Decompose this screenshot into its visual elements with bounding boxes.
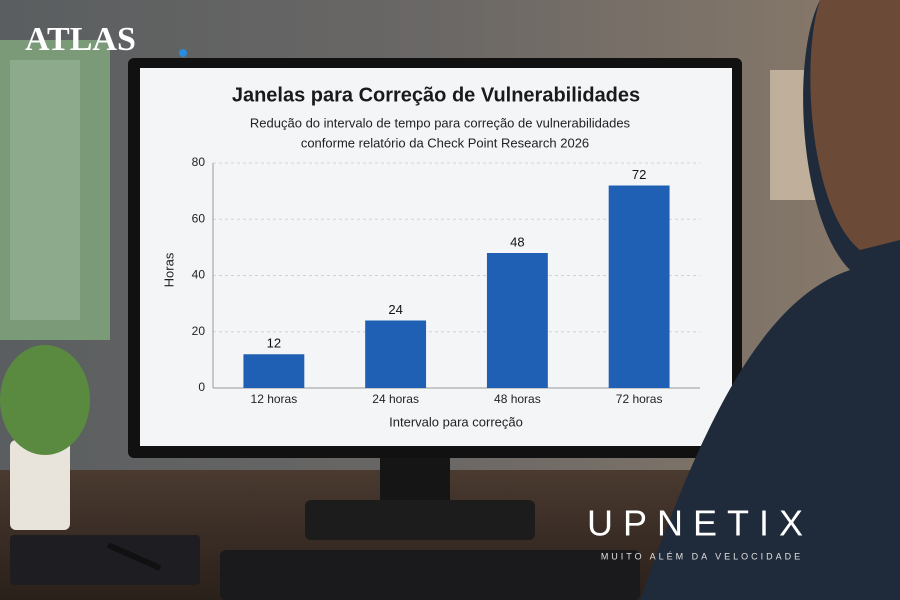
x-tick-label: 72 horas: [616, 392, 663, 406]
plant-pot: [10, 440, 70, 530]
y-tick-label: 20: [192, 324, 206, 338]
y-tick-label: 40: [192, 268, 206, 282]
chart-subtitle: conforme relatório da Check Point Resear…: [301, 135, 589, 150]
y-tick-label: 0: [198, 380, 205, 394]
bar: [365, 320, 427, 388]
x-tick-label: 12 horas: [251, 392, 298, 406]
bar: [243, 354, 305, 388]
bar: [608, 185, 670, 388]
person-head: [810, 0, 900, 250]
monitor-base: [305, 500, 535, 540]
x-tick-label: 48 horas: [494, 392, 541, 406]
pen: [106, 542, 162, 571]
keyboard: [220, 550, 640, 600]
value-label: 48: [510, 234, 524, 249]
value-label: 12: [267, 336, 281, 351]
notebook: [10, 535, 200, 585]
value-label: 72: [632, 167, 646, 182]
chart-subtitle: Redução do intervalo de tempo para corre…: [250, 115, 631, 130]
value-label: 24: [388, 302, 402, 317]
watermark-tagline: MUITO ALÉM DA VELOCIDADE: [601, 551, 803, 561]
brand-logo: ATLAS: [25, 21, 136, 58]
x-axis-label: Intervalo para correção: [389, 414, 523, 429]
y-axis-label: Horas: [161, 252, 176, 287]
window-pane: [10, 60, 80, 320]
watermark-logo: UPNETIX: [587, 503, 813, 544]
y-tick-label: 80: [192, 155, 206, 169]
brand-dot: [179, 49, 187, 57]
bar: [486, 253, 548, 388]
plant: [0, 345, 90, 455]
x-tick-label: 24 horas: [372, 392, 419, 406]
y-tick-label: 60: [192, 211, 206, 225]
chart-title: Janelas para Correção de Vulnerabilidade…: [232, 84, 640, 106]
